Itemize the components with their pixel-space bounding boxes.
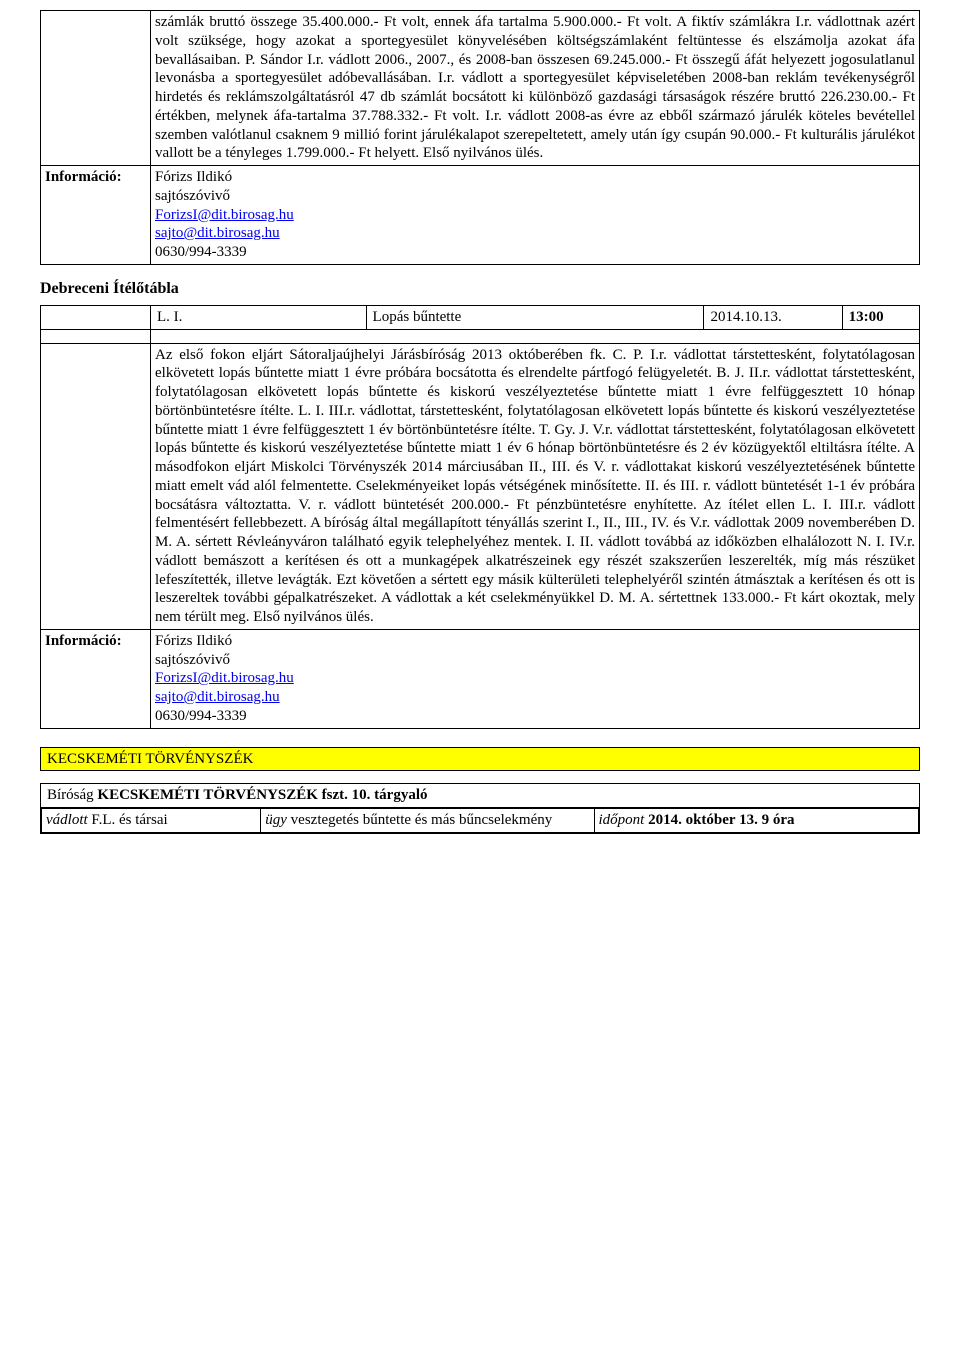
empty-cell-3 xyxy=(41,343,151,629)
court-line-prefix: Bíróság xyxy=(47,787,97,803)
email-link-4[interactable]: sajto@dit.birosag.hu xyxy=(155,689,280,705)
case2-body-cell: Az első fokon eljárt Sátoraljaújhelyi Já… xyxy=(151,343,920,629)
empty-cell-2 xyxy=(41,329,151,343)
defendant-suffix: F.L. és társai xyxy=(88,812,168,828)
case-charge: Lopás bűntette xyxy=(366,306,704,329)
email-link-3[interactable]: ForizsI@dit.birosag.hu xyxy=(155,670,294,686)
info-label: Információ: xyxy=(41,166,151,265)
case-time: 13:00 xyxy=(842,306,919,329)
info-label-2: Információ: xyxy=(41,629,151,728)
matter-prefix: ügy xyxy=(265,812,287,828)
court-line-cell: Bíróság KECSKEMÉTI TÖRVÉNYSZÉK fszt. 10.… xyxy=(41,784,920,808)
case2-body-text: Az első fokon eljárt Sátoraljaújhelyi Já… xyxy=(155,346,915,627)
case1-body-cell: számlák bruttó összege 35.400.000.- Ft v… xyxy=(151,11,920,166)
inner-table-cell: vádlott F.L. és társai ügy vesztegetés b… xyxy=(41,808,920,834)
matter-cell: ügy vesztegetés bűntette és más bűncsele… xyxy=(261,809,594,833)
case-block-2: L. I. Lopás bűntette 2014.10.13. 13:00 A… xyxy=(40,305,920,729)
section-header-debrecen: Debreceni Ítélőtábla xyxy=(40,279,920,299)
defendant-cell: vádlott F.L. és társai xyxy=(42,809,261,833)
case2-header-cell: L. I. Lopás bűntette 2014.10.13. 13:00 xyxy=(151,305,920,329)
case1-info-cell: Fórizs Ildikó sajtószóvivő ForizsI@dit.b… xyxy=(151,166,920,265)
case-block-1: számlák bruttó összege 35.400.000.- Ft v… xyxy=(40,10,920,265)
phone-number-2: 0630/994-3339 xyxy=(155,707,915,726)
spokesperson-name-2: Fórizs Ildikó xyxy=(155,632,915,651)
spokesperson-role-2: sajtószóvivő xyxy=(155,651,915,670)
matter-suffix: vesztegetés bűntette és más bűncselekmén… xyxy=(287,812,552,828)
court-line-bold: KECSKEMÉTI TÖRVÉNYSZÉK fszt. 10. tárgyal… xyxy=(97,787,427,803)
case1-body-text: számlák bruttó összege 35.400.000.- Ft v… xyxy=(155,13,915,163)
case2-info-cell: Fórizs Ildikó sajtószóvivő ForizsI@dit.b… xyxy=(151,629,920,728)
spokesperson-role: sajtószóvivő xyxy=(155,187,915,206)
empty-cell xyxy=(41,305,151,329)
spokesperson-name: Fórizs Ildikó xyxy=(155,168,915,187)
spacer-cell xyxy=(151,329,920,343)
email-link-2[interactable]: sajto@dit.birosag.hu xyxy=(155,225,280,241)
time-prefix: időpont xyxy=(599,812,649,828)
phone-number: 0630/994-3339 xyxy=(155,243,915,262)
case-name: L. I. xyxy=(151,306,366,329)
time-bold: 2014. október 13. 9 óra xyxy=(648,812,794,828)
time-cell: időpont 2014. október 13. 9 óra xyxy=(594,809,919,833)
case-date: 2014.10.13. xyxy=(704,306,842,329)
email-link-1[interactable]: ForizsI@dit.birosag.hu xyxy=(155,207,294,223)
defendant-prefix: vádlott xyxy=(46,812,88,828)
yellow-header: KECSKEMÉTI TÖRVÉNYSZÉK xyxy=(40,747,920,772)
empty-label-cell xyxy=(41,11,151,166)
case-block-3: Bíróság KECSKEMÉTI TÖRVÉNYSZÉK fszt. 10.… xyxy=(40,783,920,834)
